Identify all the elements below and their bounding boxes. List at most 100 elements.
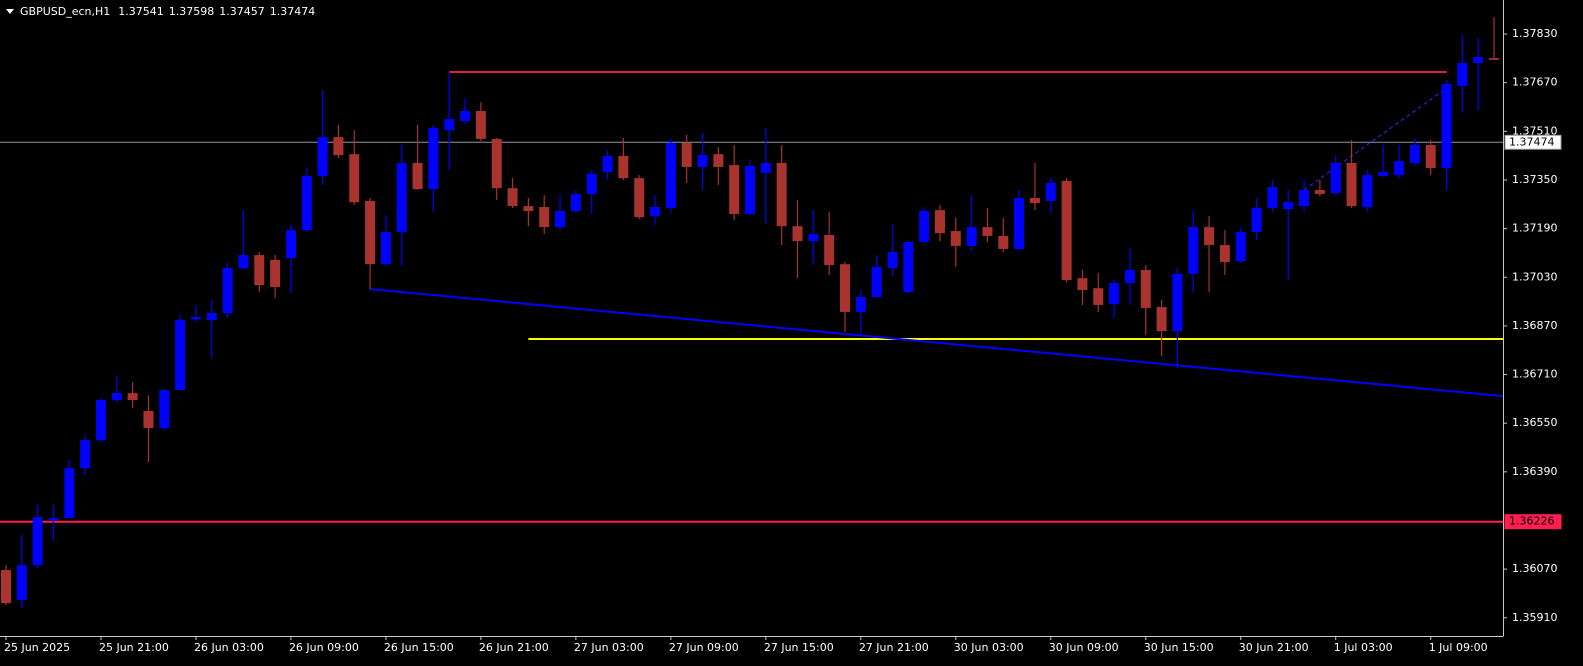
candle-body: [1362, 175, 1373, 208]
candle-body: [1219, 245, 1230, 263]
candle-body: [887, 252, 898, 269]
candle-body: [95, 400, 106, 441]
candle-body: [285, 230, 296, 259]
candle-body: [650, 207, 661, 217]
candle-body: [460, 110, 471, 121]
candle-body: [760, 162, 771, 173]
candle-body: [1124, 269, 1135, 284]
candle-body: [1267, 186, 1278, 208]
x-tick-label: 25 Jun 21:00: [99, 641, 169, 654]
candle-body: [349, 154, 360, 203]
y-tick-label: 1.36390: [1512, 465, 1558, 478]
candle-body: [1029, 197, 1040, 204]
candle-body: [1156, 307, 1167, 332]
header-price: 1.37474: [270, 5, 316, 18]
candle-body: [950, 231, 961, 246]
candle-body: [396, 162, 407, 232]
x-tick-label: 27 Jun 15:00: [764, 641, 834, 654]
header-price: 1.37598: [169, 5, 215, 18]
x-tick-label: 27 Jun 21:00: [859, 641, 929, 654]
trend-line: [1303, 87, 1447, 191]
candle-body: [729, 165, 740, 215]
candle-body: [1330, 162, 1341, 194]
candle-body: [1314, 190, 1325, 194]
y-tick-label: 1.36070: [1512, 562, 1558, 575]
candle-body: [776, 162, 787, 227]
candle-body: [1093, 288, 1104, 305]
candle-body: [1014, 197, 1025, 249]
candle-body: [1140, 269, 1151, 308]
x-tick-label: 25 Jun 2025: [4, 641, 70, 654]
candle-body: [570, 193, 581, 211]
candle-body: [1299, 190, 1310, 207]
level-label: 1.37474: [1509, 135, 1555, 148]
candle-body: [80, 440, 91, 469]
candle-body: [1077, 278, 1088, 291]
candle-body: [1204, 227, 1215, 246]
x-tick-label: 27 Jun 09:00: [669, 641, 739, 654]
x-tick-label: 26 Jun 09:00: [289, 641, 359, 654]
x-tick-label: 30 Jun 09:00: [1049, 641, 1119, 654]
candle-body: [1409, 145, 1420, 163]
y-tick-label: 1.37030: [1512, 270, 1558, 283]
y-tick-label: 1.36870: [1512, 319, 1558, 332]
candle-body: [159, 390, 170, 429]
candle-body: [919, 210, 930, 242]
candle-body: [871, 266, 882, 298]
candle-body: [1378, 172, 1389, 177]
y-tick-label: 1.37830: [1512, 27, 1558, 40]
candle-body: [1473, 57, 1484, 63]
candle-body: [523, 206, 534, 211]
candle-body: [64, 468, 75, 519]
candle-body: [1188, 227, 1199, 274]
x-tick-label: 1 Jul 09:00: [1429, 641, 1488, 654]
level-label-box: [1504, 134, 1562, 150]
candle-body: [1, 570, 11, 604]
candle-body: [903, 241, 914, 293]
candle-body: [1457, 62, 1468, 87]
candle-body: [365, 200, 376, 265]
candle-body: [634, 178, 645, 218]
candle-body: [1172, 273, 1183, 332]
candle-body: [127, 393, 138, 401]
candle-body: [808, 234, 819, 242]
candle-body: [380, 231, 391, 265]
header: GBPUSD_ecn,H1 1.37541 1.37598 1.37457 1.3747…: [6, 5, 315, 18]
candle-body: [1283, 202, 1294, 210]
candle-body: [16, 565, 27, 601]
candle-body: [1061, 180, 1072, 280]
candle-body: [238, 255, 249, 269]
candle-body: [824, 235, 835, 266]
candle-body: [998, 235, 1009, 249]
candle-body: [966, 227, 977, 246]
menu-triangle[interactable]: [6, 9, 14, 14]
y-tick-label: 1.35910: [1512, 611, 1558, 624]
candle-body: [190, 317, 201, 320]
candle-body: [618, 155, 629, 179]
candle-body: [586, 173, 597, 194]
candle-body: [839, 264, 850, 312]
candle-body: [222, 268, 233, 314]
candle-body: [1251, 207, 1262, 232]
candle-body: [681, 142, 692, 167]
x-tick-label: 30 Jun 03:00: [954, 641, 1024, 654]
candle-body: [1394, 161, 1405, 176]
y-tick-label: 1.36710: [1512, 368, 1558, 381]
candle-body: [1109, 283, 1120, 305]
x-tick-label: 26 Jun 03:00: [194, 641, 264, 654]
candle-body: [697, 155, 708, 167]
x-tick-label: 26 Jun 15:00: [384, 641, 454, 654]
candle-body: [1441, 83, 1452, 169]
level-label: 1.36226: [1509, 515, 1555, 528]
y-tick-label: 1.37670: [1512, 76, 1558, 89]
y-tick-label: 1.37190: [1512, 222, 1558, 235]
candle-body: [982, 227, 993, 236]
x-tick-label: 30 Jun 15:00: [1144, 641, 1214, 654]
x-tick-label: 26 Jun 21:00: [479, 641, 549, 654]
candle-body: [665, 142, 676, 208]
symbol-label: GBPUSD_ecn,H1: [20, 5, 110, 18]
header-price: 1.37457: [219, 5, 265, 18]
candle-body: [1045, 183, 1056, 201]
x-tick-label: 27 Jun 03:00: [574, 641, 644, 654]
